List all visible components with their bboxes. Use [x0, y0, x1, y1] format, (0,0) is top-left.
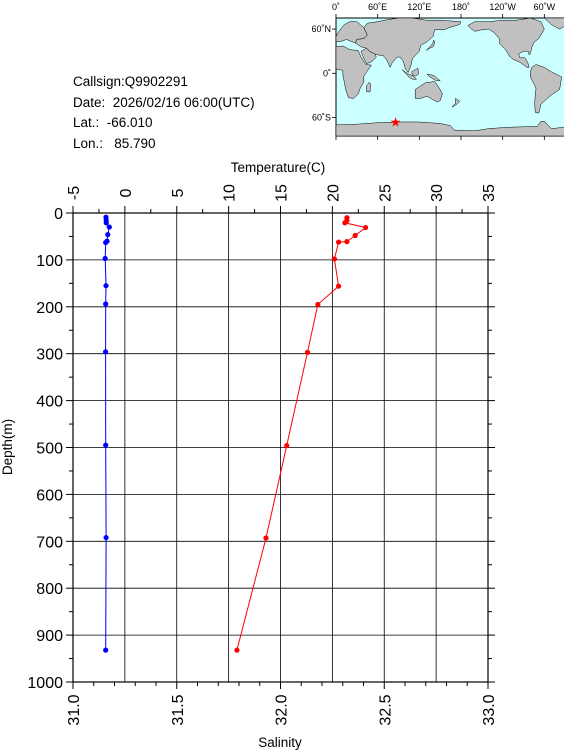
depth-tick-label: 600 — [36, 487, 63, 504]
land-mass — [414, 81, 443, 103]
salinity-data-point — [234, 647, 240, 653]
temperature-tick-label: 15 — [274, 184, 291, 202]
map-lon-label: 60˚W — [534, 2, 556, 12]
depth-tick-label: 100 — [36, 253, 63, 270]
station-info: Callsign:Q9902291 Date: 2026/02/16 06:00… — [73, 72, 255, 154]
depth-tick-label: 1000 — [27, 675, 63, 692]
map-lon-label: 120˚W — [489, 2, 516, 12]
salinity-data-point — [336, 283, 342, 289]
chart-grid — [72, 212, 489, 683]
salinity-data-point — [344, 215, 350, 221]
temperature-data-point — [103, 647, 109, 653]
depth-axis-title: Depth(m) — [0, 419, 15, 475]
temperature-tick-label: -5 — [66, 186, 83, 200]
depth-tick-label: 900 — [36, 628, 63, 645]
land-mass — [401, 69, 418, 80]
temperature-tick-label: 5 — [170, 188, 187, 197]
map-lon-label: 0˚ — [332, 2, 340, 12]
salinity-tick-label: 31.5 — [170, 694, 187, 725]
depth-tick-label: 400 — [36, 394, 63, 411]
land-mass — [426, 73, 442, 82]
land-mass — [335, 45, 372, 99]
salinity-tick-label: 32.5 — [377, 694, 394, 725]
temperature-tick-label: 30 — [429, 184, 446, 202]
salinity-axis-title: Salinity — [258, 735, 302, 750]
salinity-data-point — [331, 256, 338, 262]
depth-tick-label: 800 — [36, 581, 63, 598]
map-lon-label: 120˚E — [407, 2, 431, 12]
temperature-data-point — [103, 301, 109, 307]
temperature-tick-label: 0 — [118, 188, 135, 197]
longitude-text: Lon.: 85.790 — [73, 135, 156, 151]
land-mass — [335, 121, 564, 137]
land-mass — [360, 47, 377, 65]
salinity-data-point — [342, 220, 348, 226]
salinity-data-point — [352, 232, 358, 239]
temperature-data-point — [103, 214, 109, 220]
salinity-data-point — [344, 217, 350, 224]
salinity-data-point — [315, 301, 321, 308]
temperature-tick-label: 25 — [377, 184, 394, 202]
map-lat-label: 0˚ — [323, 68, 331, 78]
salinity-data-point — [304, 349, 311, 355]
salinity-data-point — [344, 239, 350, 245]
axis-ticks — [66, 206, 495, 689]
temperature-data-point — [103, 283, 109, 289]
temperature-data-point — [106, 224, 112, 230]
salinity-tick-label: 32.0 — [274, 694, 291, 725]
temperature-data-point — [103, 220, 109, 226]
salinity-data-point — [336, 239, 342, 245]
temperature-data-point — [103, 534, 109, 541]
location-map: 0˚ 60˚E 120˚E 180˚ 120˚W 60˚W 0˚ 60˚N 0˚ 60˚S ★ — [311, 2, 564, 140]
plot-frame — [72, 212, 489, 683]
data-series — [102, 214, 369, 653]
map-lat-labels: 60˚N 0˚ 60˚S — [311, 24, 331, 123]
date-text: Date: 2026/02/16 06:00(UTC) — [73, 94, 255, 110]
map-ticks — [332, 14, 545, 140]
land-mass — [355, 17, 462, 74]
callsign-text: Callsign:Q9902291 — [73, 74, 188, 89]
temperature-data-point — [105, 231, 111, 238]
temperature-data-point — [103, 217, 109, 223]
salinity-profile-line — [236, 217, 367, 651]
temperature-data-point — [103, 239, 109, 246]
depth-tick-label: 200 — [36, 300, 63, 317]
land-mass — [451, 97, 460, 108]
salinity-data-point — [263, 535, 269, 541]
land-mass — [530, 64, 562, 114]
depth-tick-label: 0 — [54, 206, 63, 223]
temperature-data-point — [104, 238, 110, 244]
temperature-tick-label: 35 — [481, 184, 498, 202]
land-mass — [467, 17, 545, 68]
land-mass — [366, 81, 371, 93]
salinity-tick-label: 31.0 — [66, 694, 83, 725]
latitude-text: Lat.: -66.010 — [73, 115, 153, 130]
salinity-data-point — [284, 443, 290, 449]
land-mass — [426, 39, 435, 51]
salinity-tick-label: 33.0 — [481, 694, 498, 725]
depth-tick-label: 500 — [36, 441, 63, 458]
map-lat-label: 60˚S — [312, 113, 331, 123]
salinity-data-point — [362, 224, 369, 231]
land-mass — [411, 67, 419, 77]
land-mass — [543, 17, 564, 30]
temperature-data-point — [103, 442, 109, 448]
map-lat-label: 60˚N — [311, 24, 331, 34]
temperature-data-point — [102, 349, 109, 355]
station-marker: ★ — [390, 114, 402, 129]
salinity-tick-labels: 31.0 31.5 32.0 32.5 33.0 — [66, 694, 498, 725]
map-land — [335, 17, 564, 137]
temperature-tick-labels: -5 0 5 10 15 20 25 30 35 — [66, 184, 498, 202]
depth-tick-labels: 0 100 200 300 400 500 600 700 800 900 1000 — [27, 206, 63, 692]
depth-tick-label: 300 — [36, 347, 63, 364]
map-lon-label: 180˚ — [452, 2, 470, 12]
temperature-profile-line — [104, 217, 110, 651]
depth-tick-label: 700 — [36, 534, 63, 551]
temperature-tick-label: 10 — [222, 184, 239, 202]
temperature-axis-title: Temperature(C) — [231, 160, 326, 175]
map-lon-label: 60˚E — [368, 2, 387, 12]
temperature-data-point — [102, 255, 108, 262]
temperature-tick-label: 20 — [325, 184, 342, 202]
